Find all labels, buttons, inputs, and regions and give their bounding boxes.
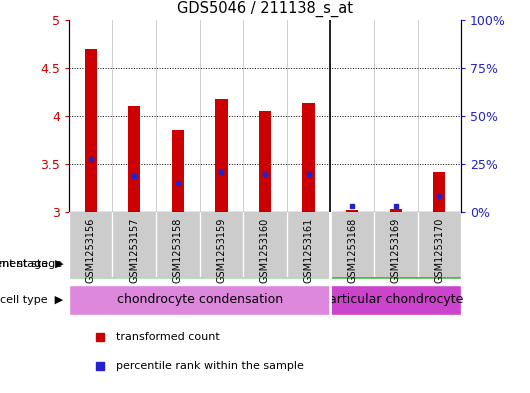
Text: GSM1253170: GSM1253170 [434, 217, 444, 283]
Text: articular chondrocyte: articular chondrocyte [329, 293, 463, 306]
Bar [172, 130, 184, 212]
Bar [390, 209, 402, 212]
Text: GSM1253169: GSM1253169 [391, 217, 401, 283]
Bar [69, 249, 330, 279]
Bar [215, 99, 227, 212]
Text: cell type  ▶: cell type ▶ [1, 295, 64, 305]
Text: 17 weeks: 17 weeks [366, 258, 426, 271]
Text: percentile rank within the sample: percentile rank within the sample [116, 362, 304, 371]
Bar [259, 111, 271, 212]
Title: GDS5046 / 211138_s_at: GDS5046 / 211138_s_at [177, 1, 353, 17]
Text: GSM1253157: GSM1253157 [129, 217, 139, 283]
Bar [330, 249, 461, 279]
Bar [433, 172, 445, 212]
Bar [346, 210, 358, 212]
Text: development stage  ▶: development stage ▶ [0, 259, 64, 269]
Text: GSM1253168: GSM1253168 [347, 217, 357, 283]
Text: GSM1253158: GSM1253158 [173, 217, 183, 283]
Bar [69, 285, 330, 315]
Text: chondrocyte condensation: chondrocyte condensation [117, 293, 282, 306]
Text: development stage: development stage [0, 259, 62, 269]
Bar [330, 285, 461, 315]
Text: GSM1253156: GSM1253156 [86, 217, 96, 283]
Text: GSM1253161: GSM1253161 [304, 217, 314, 283]
Bar [128, 106, 140, 212]
Bar [303, 103, 315, 212]
Text: GSM1253159: GSM1253159 [216, 217, 226, 283]
Text: GSM1253160: GSM1253160 [260, 217, 270, 283]
Text: transformed count: transformed count [116, 332, 220, 342]
Text: 6 weeks: 6 weeks [174, 258, 225, 271]
Bar [85, 48, 97, 212]
